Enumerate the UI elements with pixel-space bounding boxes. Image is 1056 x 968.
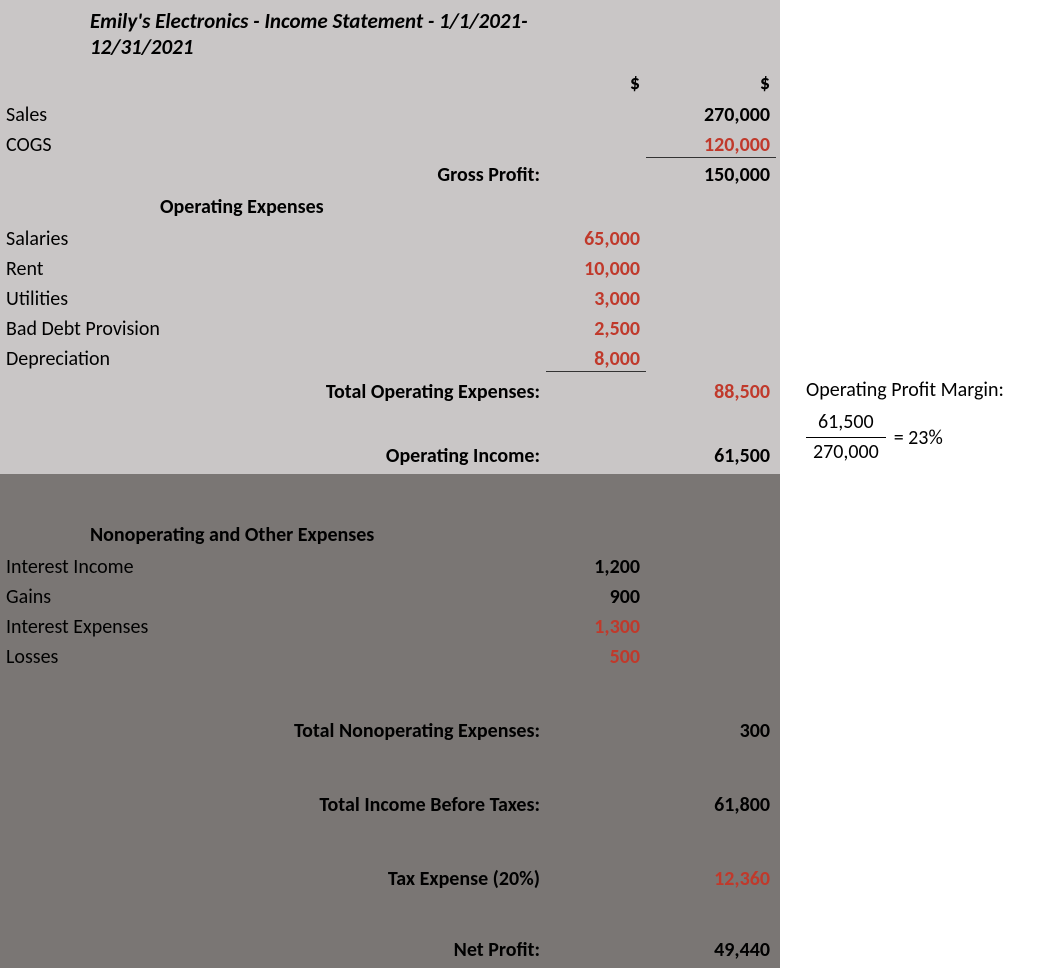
label-net-profit: Net Profit:	[6, 938, 546, 962]
operating-section: Emily's Electronics - Income Statement -…	[0, 0, 780, 474]
value-operating-income: 61,500	[646, 444, 776, 468]
value-cogs: 120,000	[646, 133, 776, 158]
statement-title: Emily's Electronics - Income Statement -…	[0, 0, 780, 66]
value-net-profit: 49,440	[646, 938, 776, 962]
label-gains: Gains	[6, 585, 546, 609]
value-gains: 900	[546, 585, 646, 609]
fraction-body: 61,500 270,000	[806, 410, 886, 465]
value-gross-profit: 150,000	[646, 163, 776, 187]
row-losses: Losses 500	[0, 642, 780, 672]
heading-operating-expenses: Operating Expenses	[0, 190, 780, 224]
label-depreciation: Depreciation	[6, 347, 546, 371]
label-operating-income: Operating Income:	[6, 444, 546, 468]
income-statement: Emily's Electronics - Income Statement -…	[0, 0, 780, 968]
value-total-opex: 88,500	[646, 380, 776, 404]
page: Emily's Electronics - Income Statement -…	[0, 0, 1056, 968]
margin-sidebar: Operating Profit Margin: 61,500 270,000 …	[780, 0, 1056, 465]
nonop-heading-text: Nonoperating and Other Expenses	[90, 523, 630, 547]
opex-heading-text: Operating Expenses	[160, 195, 700, 219]
row-bad-debt: Bad Debt Provision 2,500	[0, 314, 780, 344]
value-depreciation: 8,000	[546, 347, 646, 372]
value-utilities: 3,000	[546, 287, 646, 311]
margin-fraction: 61,500 270,000 = 23%	[806, 410, 1056, 465]
label-gross-profit: Gross Profit:	[6, 163, 546, 187]
title-text: Emily's Electronics - Income Statement -…	[90, 8, 630, 60]
fraction-denominator: 270,000	[813, 438, 879, 465]
row-total-opex: Total Operating Expenses: 88,500	[0, 374, 780, 410]
label-salaries: Salaries	[6, 227, 546, 251]
label-income-before-tax: Total Income Before Taxes:	[6, 793, 546, 817]
value-bad-debt: 2,500	[546, 317, 646, 341]
row-income-before-tax: Total Income Before Taxes: 61,800	[0, 790, 780, 820]
value-rent: 10,000	[546, 257, 646, 281]
value-income-before-tax: 61,800	[646, 793, 776, 817]
value-losses: 500	[546, 645, 646, 669]
value-interest-income: 1,200	[546, 555, 646, 579]
label-bad-debt: Bad Debt Provision	[6, 317, 546, 341]
label-cogs: COGS	[6, 133, 546, 157]
row-sales: Sales 270,000	[0, 100, 780, 130]
row-tax-expense: Tax Expense (20%) 12,360	[0, 864, 780, 894]
row-cogs: COGS 120,000	[0, 130, 780, 160]
value-interest-expenses: 1,300	[546, 615, 646, 639]
margin-result: = 23%	[894, 426, 943, 450]
label-utilities: Utilities	[6, 287, 546, 311]
row-operating-income: Operating Income: 61,500	[0, 438, 780, 474]
row-interest-income: Interest Income 1,200	[0, 552, 780, 582]
row-net-profit: Net Profit: 49,440	[0, 938, 780, 968]
row-rent: Rent 10,000	[0, 254, 780, 284]
row-gains: Gains 900	[0, 582, 780, 612]
label-total-opex: Total Operating Expenses:	[6, 380, 546, 404]
row-total-nonop: Total Nonoperating Expenses: 300	[0, 716, 780, 746]
value-total-nonop: 300	[646, 719, 776, 743]
row-gross-profit: Gross Profit: 150,000	[0, 160, 780, 190]
margin-title: Operating Profit Margin:	[806, 378, 1056, 402]
row-salaries: Salaries 65,000	[0, 224, 780, 254]
value-tax-expense: 12,360	[646, 867, 776, 891]
label-tax-expense: Tax Expense (20%)	[6, 867, 546, 891]
heading-nonoperating: Nonoperating and Other Expenses	[0, 518, 780, 552]
row-interest-expenses: Interest Expenses 1,300	[0, 612, 780, 642]
label-interest-income: Interest Income	[6, 555, 546, 579]
currency-col2: $	[646, 71, 776, 95]
label-total-nonop: Total Nonoperating Expenses:	[6, 719, 546, 743]
value-salaries: 65,000	[546, 227, 646, 251]
value-sales: 270,000	[646, 103, 776, 127]
row-depreciation: Depreciation 8,000	[0, 344, 780, 374]
currency-col1: $	[546, 71, 646, 95]
label-losses: Losses	[6, 645, 546, 669]
fraction-numerator: 61,500	[806, 410, 886, 438]
label-sales: Sales	[6, 103, 546, 127]
row-utilities: Utilities 3,000	[0, 284, 780, 314]
label-interest-expenses: Interest Expenses	[6, 615, 546, 639]
nonoperating-section: Nonoperating and Other Expenses Interest…	[0, 474, 780, 968]
label-rent: Rent	[6, 257, 546, 281]
currency-header: $ $	[0, 66, 780, 100]
